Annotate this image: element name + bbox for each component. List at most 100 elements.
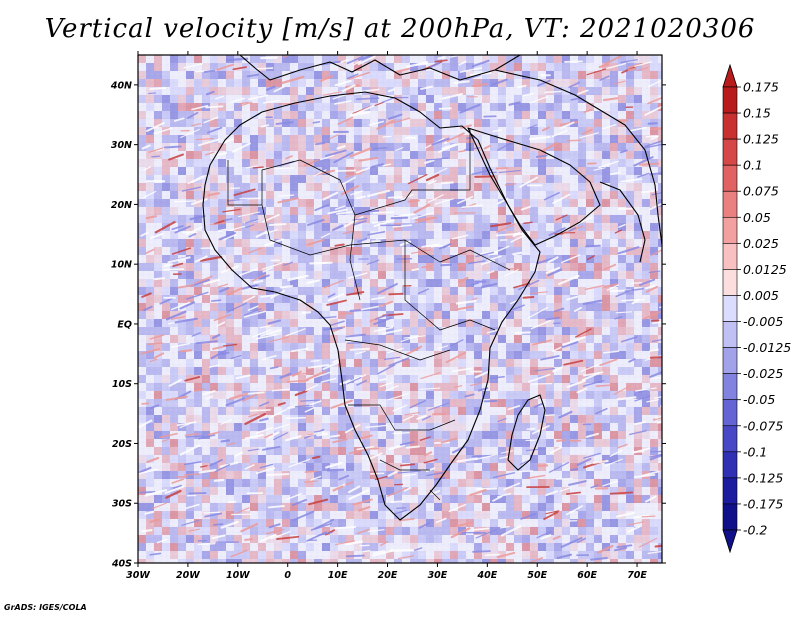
field-cell: [394, 335, 402, 343]
field-cell: [338, 527, 346, 535]
field-cell: [594, 559, 602, 563]
field-cell: [586, 551, 594, 559]
field-cell: [658, 407, 662, 415]
field-cell: [346, 311, 354, 319]
field-streak: [179, 444, 201, 456]
field-cell: [210, 399, 218, 407]
field-cell: [538, 311, 546, 319]
field-cell: [218, 487, 226, 495]
field-streak: [255, 333, 278, 340]
field-cell: [170, 151, 178, 159]
field-streak: [407, 199, 420, 203]
field-cell: [274, 215, 282, 223]
field-cell: [442, 367, 450, 375]
field-cell: [562, 423, 570, 431]
field-streak: [284, 416, 307, 420]
field-streak: [285, 492, 302, 501]
field-cell: [378, 239, 386, 247]
field-cell: [642, 351, 650, 359]
field-cell: [538, 127, 546, 135]
field-cell: [594, 495, 602, 503]
field-cell: [146, 231, 154, 239]
field-cell: [634, 463, 642, 471]
field-cell: [266, 175, 274, 183]
field-cell: [290, 471, 298, 479]
field-cell: [322, 383, 330, 391]
field-cell: [498, 303, 506, 311]
field-cell: [170, 247, 178, 255]
field-cell: [570, 135, 578, 143]
field-cell: [522, 455, 530, 463]
field-cell: [610, 79, 618, 87]
field-cell: [530, 79, 538, 87]
field-streak: [590, 484, 599, 489]
field-streak: [173, 200, 197, 203]
field-streak: [307, 364, 330, 369]
field-cell: [298, 559, 306, 563]
field-cell: [338, 559, 346, 563]
field-cell: [218, 191, 226, 199]
field-streak: [313, 169, 327, 177]
field-cell: [458, 167, 466, 175]
field-cell: [498, 311, 506, 319]
field-cell: [282, 311, 290, 319]
field-cell: [274, 223, 282, 231]
field-cell: [386, 271, 394, 279]
field-cell: [354, 279, 362, 287]
field-cell: [626, 327, 634, 335]
field-cell: [338, 151, 346, 159]
field-cell: [154, 175, 162, 183]
field-streak: [350, 190, 364, 196]
field-cell: [290, 71, 298, 79]
field-cell: [522, 279, 530, 287]
field-cell: [578, 247, 586, 255]
field-cell: [538, 375, 546, 383]
field-cell: [466, 71, 474, 79]
field-cell: [650, 231, 658, 239]
field-cell: [450, 191, 458, 199]
field-cell: [498, 255, 506, 263]
field-cell: [202, 391, 210, 399]
field-cell: [466, 423, 474, 431]
field-cell: [426, 423, 434, 431]
field-streak: [414, 216, 438, 222]
field-cell: [426, 543, 434, 551]
field-cell: [290, 463, 298, 471]
field-cell: [386, 279, 394, 287]
field-cell: [266, 71, 274, 79]
field-cell: [338, 415, 346, 423]
field-streak: [367, 452, 383, 461]
field-cell: [434, 335, 442, 343]
field-cell: [202, 319, 210, 327]
field-cell: [474, 199, 482, 207]
field-cell: [498, 551, 506, 559]
field-cell: [306, 135, 314, 143]
field-cell: [218, 311, 226, 319]
field-streak: [648, 80, 662, 88]
field-cell: [538, 271, 546, 279]
field-cell: [306, 479, 314, 487]
field-cell: [378, 55, 386, 63]
field-cell: [322, 551, 330, 559]
field-cell: [522, 263, 530, 271]
field-cell: [162, 359, 170, 367]
field-cell: [282, 351, 290, 359]
field-cell: [626, 231, 634, 239]
field-cell: [426, 247, 434, 255]
field-cell: [458, 103, 466, 111]
field-cell: [474, 399, 482, 407]
field-cell: [146, 95, 154, 103]
field-cell: [522, 551, 530, 559]
field-streak: [300, 399, 320, 402]
field-cell: [410, 231, 418, 239]
field-cell: [322, 407, 330, 415]
field-cell: [498, 383, 506, 391]
field-cell: [466, 559, 474, 563]
field-cell: [258, 375, 266, 383]
field-streak: [577, 89, 589, 95]
field-cell: [226, 407, 234, 415]
field-cell: [186, 199, 194, 207]
field-cell: [594, 367, 602, 375]
field-cell: [570, 455, 578, 463]
field-cell: [482, 159, 490, 167]
